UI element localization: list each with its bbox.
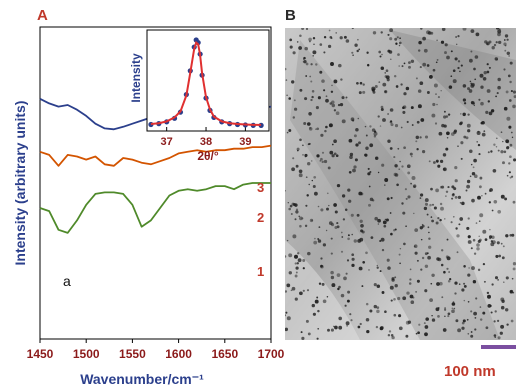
inset-fit-line	[150, 40, 262, 126]
curve-label-1: 1	[257, 264, 264, 279]
x-axis-title: Wavenumber/cm⁻¹	[80, 371, 204, 387]
scale-bar-label: 100 nm	[444, 363, 496, 380]
x-tick-label: 1700	[258, 347, 285, 361]
panel-b-letter: B	[285, 7, 296, 24]
inset-x-tick-labels: 37 38 39	[161, 136, 252, 148]
inset-frame	[146, 29, 270, 132]
scale-bar	[481, 345, 516, 349]
x-tick-label: 1450	[27, 347, 54, 361]
series-line-1	[39, 182, 271, 234]
inset-x-axis-title: 2θ/°	[197, 149, 218, 163]
x-tick-label: 1500	[73, 347, 100, 361]
inset-series-group	[148, 37, 264, 128]
x-tick-marks	[39, 339, 272, 343]
inset-y-axis-title: Intensity	[129, 53, 143, 103]
annotation-a: a	[63, 273, 71, 289]
y-axis-title: Intensity (arbitrary units)	[12, 101, 28, 266]
series-line-2	[39, 144, 272, 167]
inset-x-tick-marks	[166, 127, 246, 131]
inset-x-tick-label: 37	[161, 136, 173, 148]
curve-label-3: 3	[257, 180, 264, 195]
x-tick-label: 1600	[165, 347, 192, 361]
inset-x-tick-label: 39	[239, 136, 251, 148]
x-tick-labels: 1450 1500 1550 1600 1650 1700	[27, 347, 285, 361]
x-tick-label: 1550	[119, 347, 146, 361]
curve-label-2: 2	[257, 210, 264, 225]
panel-a-letter: A	[37, 7, 48, 24]
inset-x-tick-label: 38	[200, 136, 212, 148]
x-tick-label: 1650	[211, 347, 238, 361]
tem-image	[285, 28, 516, 340]
